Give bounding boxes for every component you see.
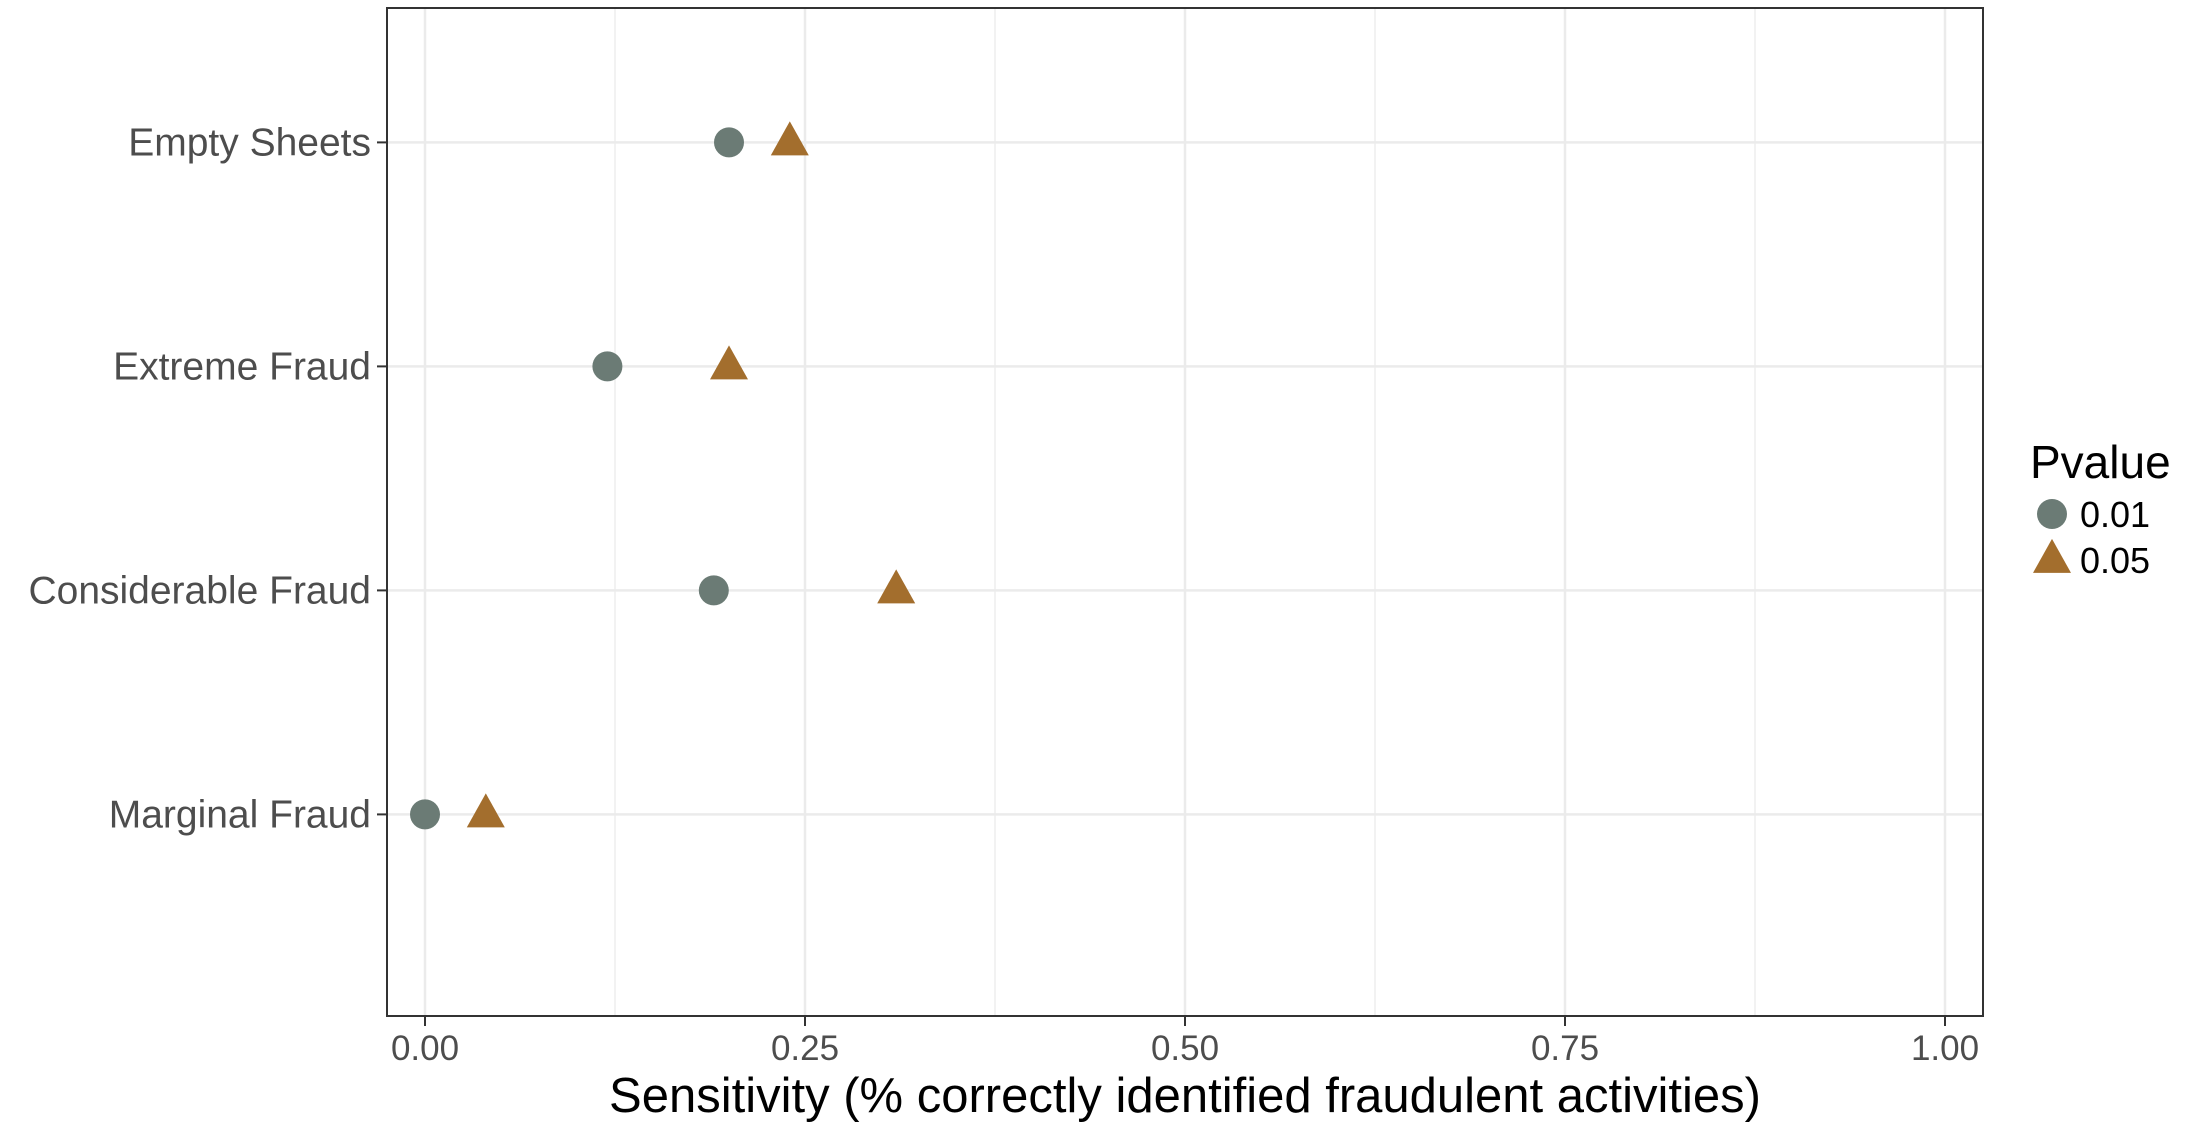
grid-minor: [614, 8, 1756, 1016]
x-tick-label: 1.00: [1911, 1029, 1979, 1068]
legend-label: 0.01: [2080, 494, 2150, 535]
point-series-1-triangle: [710, 345, 748, 380]
y-tick-label: Empty Sheets: [128, 121, 371, 164]
legend-title: Pvalue: [2030, 436, 2171, 488]
y-axis: Empty Sheets Extreme Fraud Considerable Fr…: [28, 121, 387, 836]
x-tick-label: 0.25: [771, 1029, 839, 1068]
legend-label: 0.05: [2080, 540, 2150, 581]
x-axis-label: Sensitivity (% correctly identified frau…: [609, 1069, 1761, 1123]
x-tick-label: 0.75: [1531, 1029, 1599, 1068]
x-tick-label: 0.00: [391, 1029, 459, 1068]
point-series-0-circle: [592, 351, 623, 382]
point-series-0-circle: [410, 799, 440, 830]
point-series-1-triangle: [466, 793, 505, 828]
x-tick-label: 0.50: [1151, 1029, 1219, 1068]
y-tick-label: Extreme Fraud: [113, 345, 371, 388]
point-series-0-circle: [698, 575, 729, 606]
data-points: [410, 121, 916, 830]
point-series-1-triangle: [877, 569, 916, 604]
grid-major: [387, 8, 1983, 1016]
legend: Pvalue 0.01 0.05: [2030, 436, 2171, 581]
y-tick-label: Marginal Fraud: [109, 793, 371, 836]
legend-key-triangle: [2033, 538, 2071, 573]
point-series-0-circle: [714, 127, 744, 158]
x-axis: 0.00 0.25 0.50 0.75 1.00: [391, 1016, 1979, 1068]
point-series-1-triangle: [770, 121, 809, 156]
y-tick-label: Considerable Fraud: [28, 569, 371, 612]
legend-key-circle: [2037, 499, 2067, 529]
